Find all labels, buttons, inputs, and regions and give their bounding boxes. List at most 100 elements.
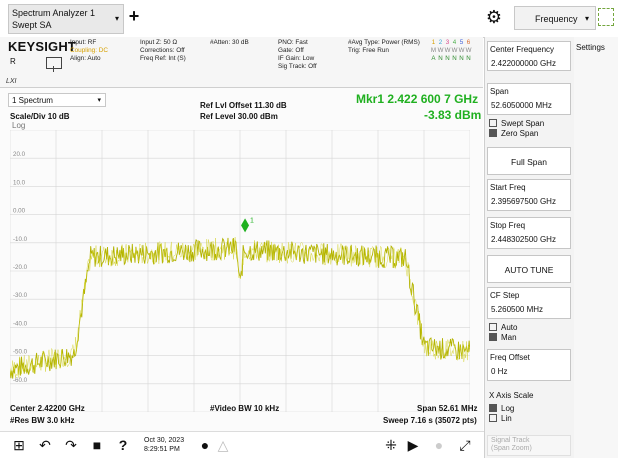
full-span-label: Full Span: [511, 157, 547, 167]
chevron-down-icon: ▾: [97, 97, 101, 104]
trace-det: N: [445, 55, 450, 62]
grid: [9, 129, 471, 413]
ref-level: Ref Level 30.00 dBm: [200, 112, 278, 121]
top-bar: Spectrum Analyzer 1 Swept SA ▾ + ⚙ Frequ…: [0, 0, 618, 38]
y-axis-label: 0.00: [13, 208, 26, 215]
radio-man[interactable]: [489, 333, 497, 341]
cf-step-button[interactable]: CF Step 5.260500 MHz: [487, 287, 571, 319]
trigger: Trig: Free Run: [348, 47, 389, 54]
y-axis-label: -20.0: [13, 264, 28, 271]
video-bw: #Video BW 10 kHz: [210, 404, 280, 413]
radio-auto[interactable]: [489, 323, 497, 331]
trace-det: N: [438, 55, 443, 62]
trace-det: N: [459, 55, 464, 62]
start-freq-button[interactable]: Start Freq 2.395697500 GHz: [487, 179, 571, 211]
align: Align: Auto: [70, 55, 101, 62]
marker-amplitude: -3.83 dBm: [424, 108, 482, 122]
x-axis-scale-group[interactable]: X Axis Scale Log Lin: [487, 391, 571, 431]
zero-span-label: Zero Span: [501, 129, 539, 138]
lxi-indicator: LXI: [6, 78, 17, 85]
settings-info-bar: KEYSIGHT R LXI Input: RF Coupling: DC Al…: [0, 37, 483, 88]
freq-offset-button[interactable]: Freq Offset 0 Hz: [487, 349, 571, 381]
touch-icon[interactable]: [598, 8, 614, 26]
window-selector[interactable]: 1 Spectrum ▾: [8, 93, 106, 107]
grid-icon[interactable]: ⁜: [385, 437, 397, 453]
radio-lin[interactable]: [489, 414, 497, 422]
signal-track-text: Signal Track: [491, 437, 530, 444]
signal-track-text2: (Span Zoom): [491, 445, 532, 452]
input-z-settings[interactable]: Input Z: 50 Ω Corrections: Off Freq Ref:…: [140, 39, 186, 63]
windows-icon[interactable]: ⊞: [13, 437, 25, 453]
y-axis-labels: 20.0 10.0 0.00 -10.0 -20.0 -30.0 -40.0 -50.0 -60…: [13, 151, 28, 384]
help-icon[interactable]: ?: [118, 437, 128, 453]
freq-ref: Freq Ref: Int (S): [140, 55, 186, 62]
log-option-label: Log: [501, 404, 515, 413]
y-axis-label: -60.0: [13, 377, 28, 384]
trace-type: W: [437, 47, 444, 54]
lock-icon[interactable]: ●: [434, 437, 444, 453]
trace-num: 4: [452, 39, 457, 46]
full-span-button[interactable]: Full Span: [487, 147, 571, 175]
trace-settings[interactable]: #Avg Type: Power (RMS) Trig: Free Run: [348, 39, 420, 55]
radio-swept[interactable]: [489, 119, 497, 127]
spectrum-trace-fill: [9, 237, 471, 378]
input-z: Input Z: 50 Ω: [140, 39, 178, 46]
trace-type: W: [458, 47, 465, 54]
input-settings[interactable]: Input: RF Coupling: DC Align: Auto: [70, 39, 108, 63]
spectrum-display[interactable]: 1 Spectrum ▾ Scale/Div 10 dB Log Ref Lvl…: [0, 88, 483, 431]
gate: Gate: Off: [278, 47, 304, 54]
chevron-down-icon: ▾: [584, 14, 589, 23]
if-gain: IF Gain: Low: [278, 55, 315, 62]
pointer-icon[interactable]: ▶: [407, 437, 419, 453]
plus-icon[interactable]: +: [128, 6, 140, 26]
pno: PNO: Fast: [278, 39, 308, 46]
settings-tab-column: Settings: [574, 37, 618, 458]
center-frequency-value: 2.422000000 GHz: [491, 59, 556, 68]
auto-tune-button[interactable]: AUTO TUNE: [487, 255, 571, 283]
undo-icon[interactable]: ↶: [39, 437, 51, 453]
trace-num: 1: [431, 39, 436, 46]
corrections: Corrections: Off: [140, 47, 185, 54]
y-axis-label: -40.0: [13, 320, 28, 327]
time: 8:29:51 PM: [144, 446, 180, 453]
gear-icon[interactable]: ⚙: [485, 7, 503, 27]
r-indicator: R: [10, 57, 16, 66]
atten-settings[interactable]: #Atten: 30 dB: [210, 39, 249, 47]
frequency-menu-panel: Center Frequency 2.422000000 GHz Span 52…: [484, 37, 575, 458]
marker-frequency: Mkr1 2.422 600 7 GHz: [356, 92, 479, 106]
auto-label: Auto: [501, 323, 518, 332]
trace-num: 3: [445, 39, 450, 46]
menu-selector[interactable]: Frequency ▾: [514, 6, 596, 30]
fullscreen-icon[interactable]: ⤢: [459, 437, 471, 453]
chat-icon[interactable]: ●: [200, 437, 210, 453]
swept-span-label: Swept Span: [501, 119, 545, 128]
trace-type: W: [444, 47, 451, 54]
cf-step-mode-radio[interactable]: Auto Man: [487, 321, 571, 345]
folder-icon[interactable]: ■: [92, 437, 102, 453]
radio-log[interactable]: [489, 404, 497, 412]
tab-settings[interactable]: Settings: [576, 43, 605, 52]
span-mode-radio[interactable]: Swept Span Zero Span: [487, 117, 571, 141]
man-label: Man: [501, 333, 517, 342]
span-button[interactable]: Span 52.6050000 MHz: [487, 83, 571, 115]
start-freq-label: Start Freq: [490, 183, 526, 192]
radio-zero[interactable]: [489, 129, 497, 137]
x-axis-scale-label: X Axis Scale: [489, 391, 534, 400]
y-axis-label: -50.0: [13, 349, 28, 356]
signal-track-button[interactable]: Signal Track (Span Zoom): [487, 435, 571, 456]
y-axis-label: 10.0: [13, 179, 26, 186]
redo-icon[interactable]: ↷: [65, 437, 77, 453]
spectrum-plot: 20.0 10.0 0.00 -10.0 -20.0 -30.0 -40.0 -50.0 -60…: [9, 129, 471, 413]
trace-type: W: [465, 47, 472, 54]
start-freq-value: 2.395697500 GHz: [491, 197, 556, 206]
warning-icon[interactable]: △: [217, 437, 229, 453]
stop-freq-button[interactable]: Stop Freq 2.448302500 GHz: [487, 217, 571, 249]
measurement-tab-selector[interactable]: Spectrum Analyzer 1 Swept SA ▾: [8, 4, 124, 34]
center-frequency-button[interactable]: Center Frequency 2.422000000 GHz: [487, 41, 571, 71]
trace-num: 2: [438, 39, 443, 46]
graticule[interactable]: 20.0 10.0 0.00 -10.0 -20.0 -30.0 -40.0 -50.0 -60…: [9, 129, 471, 413]
sweep-settings[interactable]: PNO: Fast Gate: Off IF Gain: Low Sig Tra…: [278, 39, 317, 71]
